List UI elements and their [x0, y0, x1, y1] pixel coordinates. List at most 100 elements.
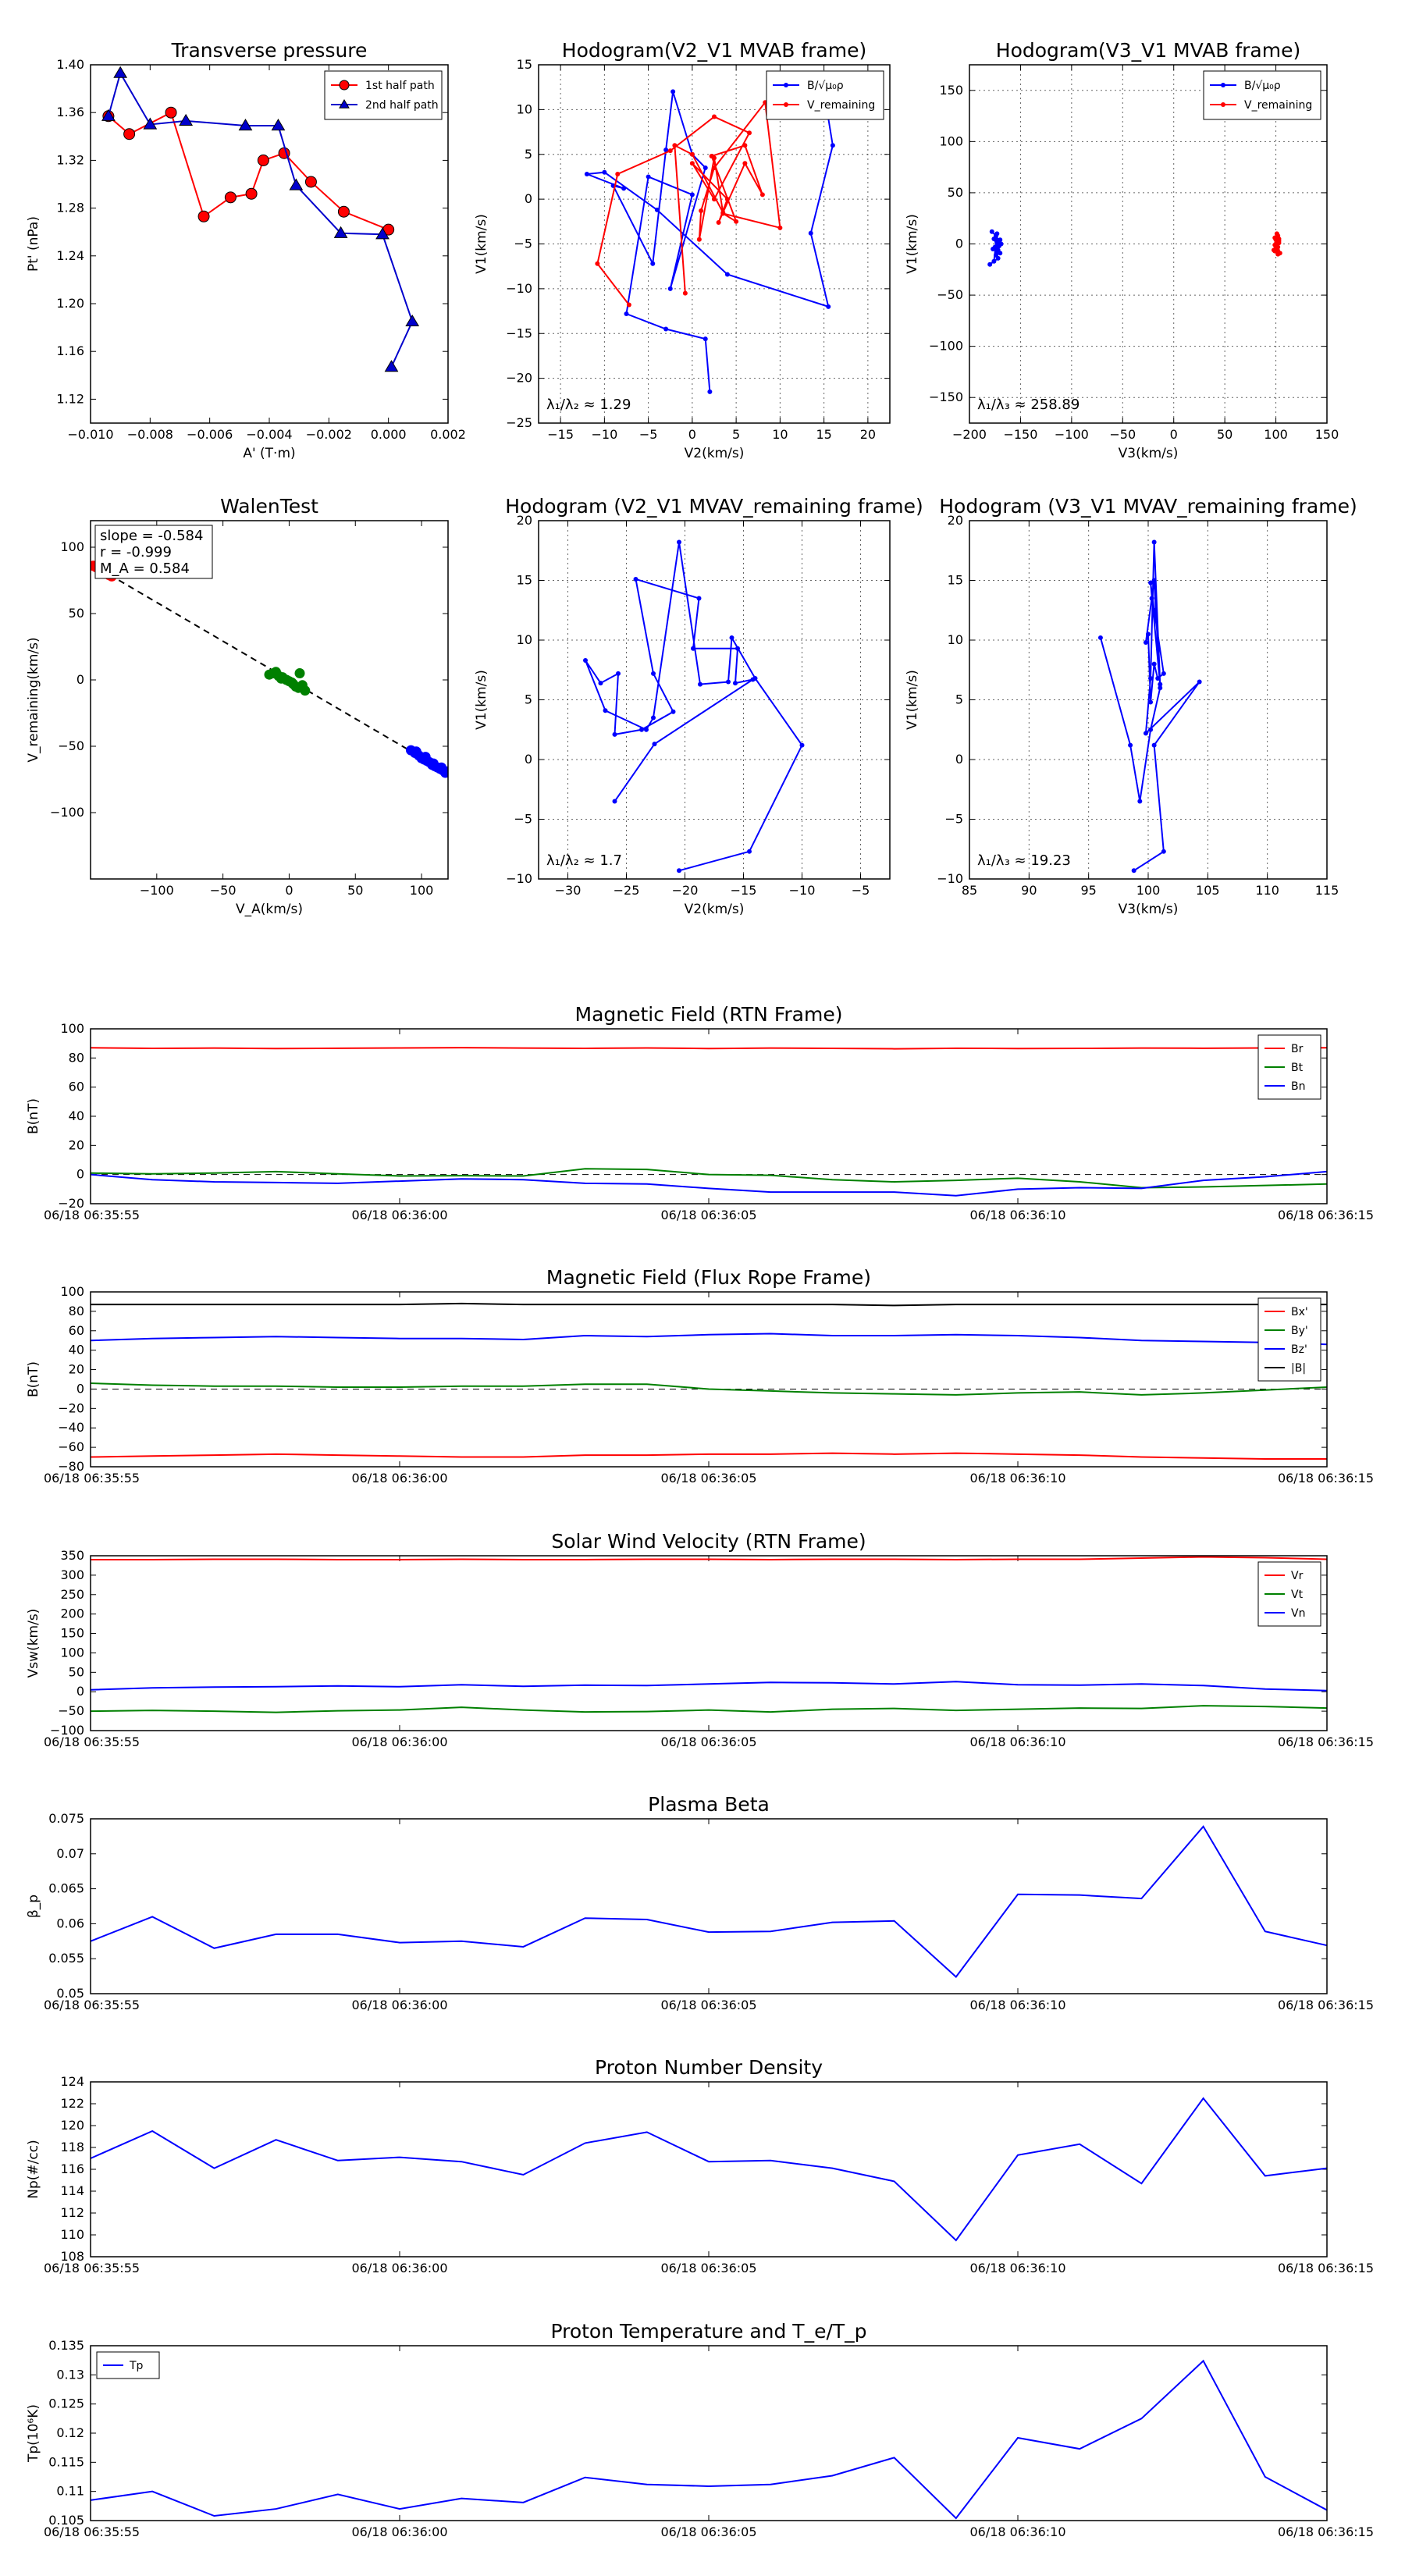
x-axis-label: V_A(km/s)	[236, 902, 303, 917]
data-point	[784, 102, 788, 107]
y-tick-label: −15	[506, 326, 532, 340]
data-point	[300, 685, 311, 696]
data-point	[677, 868, 681, 873]
data-point	[1097, 635, 1103, 640]
axes-frame	[538, 520, 891, 880]
x-tick-label: 06/18 06:36:10	[969, 1998, 1065, 2012]
x-axis-label: V3(km/s)	[1119, 902, 1179, 917]
axes-frame	[90, 2081, 1328, 2258]
chart-title: Magnetic Field (Flux Rope Frame)	[546, 1266, 871, 1289]
chart-transverse_pressure: −0.010 −0.008 −0.006 −0.004 −0.002 0.000 0.002…	[26, 39, 466, 461]
data-point	[238, 119, 253, 131]
chart-title: Magnetic Field (RTN Frame)	[575, 1003, 843, 1026]
data-point	[224, 191, 237, 204]
x-tick-label: 06/18 06:36:15	[1278, 1471, 1374, 1485]
data-point	[747, 130, 752, 136]
y-tick-label: 1.12	[56, 391, 84, 406]
series-line	[90, 1382, 1328, 1396]
y-axis-label: V1(km/s)	[474, 214, 489, 274]
data-point	[1149, 596, 1154, 601]
x-axis-label: V2(km/s)	[685, 446, 745, 461]
plot-area	[91, 1029, 1327, 1204]
x-tick-label: 5	[732, 427, 740, 442]
legend-label: V_remaining	[1244, 99, 1312, 112]
data-point	[996, 244, 1001, 249]
data-point	[411, 746, 422, 757]
y-tick-label: 124	[60, 2074, 84, 2089]
y-tick-label: 5	[525, 147, 532, 162]
data-point	[294, 668, 305, 678]
y-tick-label: 0	[76, 1684, 84, 1699]
annotation-text: λ₁/λ₂ ≈ 1.29	[546, 397, 631, 413]
x-tick-label: 06/18 06:36:10	[969, 1735, 1065, 1749]
y-tick-label: 15	[517, 57, 532, 72]
chart-walen_test: −100 −50 0 50 100 −100 −50 0 50 100 WalenTest V_A(k…	[26, 495, 449, 917]
y-tick-label: 80	[69, 1050, 84, 1065]
data-point	[1158, 685, 1163, 691]
data-point	[583, 658, 588, 664]
y-tick-label: 0.055	[48, 1951, 84, 1966]
x-tick-label: 90	[1021, 883, 1037, 898]
data-point	[654, 207, 660, 212]
x-tick-label: 06/18 06:36:00	[351, 1735, 447, 1749]
y-tick-label: 250	[60, 1587, 84, 1602]
series-line	[90, 1168, 1328, 1189]
y-tick-label: −20	[506, 371, 532, 386]
legend-label: Bx'	[1291, 1306, 1308, 1318]
x-tick-label: −10	[591, 427, 617, 442]
y-tick-label: −5	[944, 812, 963, 827]
chart-title: Plasma Beta	[648, 1793, 770, 1816]
y-tick-label: 0.065	[48, 1881, 84, 1896]
x-tick-label: 06/18 06:36:15	[1278, 2524, 1374, 2539]
series-line	[586, 91, 834, 392]
data-point	[1275, 251, 1281, 257]
axes-frame	[969, 520, 1328, 880]
y-tick-label: 118	[60, 2140, 84, 2154]
x-tick-label: −0.004	[246, 427, 292, 442]
data-point	[672, 143, 678, 148]
data-point	[667, 286, 673, 291]
data-point	[689, 192, 695, 197]
y-tick-label: 40	[69, 1108, 84, 1123]
x-tick-label: 06/18 06:35:55	[44, 1471, 140, 1485]
y-tick-label: 1.24	[56, 248, 84, 263]
data-point	[702, 336, 708, 342]
legend-box	[766, 70, 884, 120]
data-point	[286, 677, 297, 688]
data-point	[304, 176, 317, 188]
x-tick-label: −0.008	[127, 427, 173, 442]
data-point	[689, 161, 695, 166]
x-tick-label: 105	[1196, 883, 1220, 898]
series-line	[596, 100, 781, 306]
chart-magnetic_field_rtn: −20 0 20 40 60 80 100 06/18 06:35:55 06/18 06:36…	[26, 1003, 1374, 1222]
plot-area	[539, 521, 890, 879]
y-tick-label: −40	[58, 1420, 84, 1435]
y-tick-label: 100	[60, 1284, 84, 1299]
x-tick-label: 10	[772, 427, 788, 442]
chart-title: Solar Wind Velocity (RTN Frame)	[551, 1530, 866, 1553]
data-point	[991, 258, 997, 264]
annotation-line: r = -0.999	[100, 544, 172, 560]
x-tick-label: 85	[962, 883, 977, 898]
x-tick-label: 06/18 06:36:15	[1278, 1998, 1374, 2012]
data-point	[691, 646, 695, 651]
y-tick-label: 1.16	[56, 343, 84, 358]
data-point	[624, 311, 629, 317]
legend-label: Vt	[1291, 1589, 1304, 1601]
x-tick-label: 0	[285, 883, 293, 898]
data-point	[271, 119, 286, 131]
data-point	[584, 171, 589, 176]
y-axis-label: Pt' (nPa)	[26, 216, 41, 272]
y-tick-label: −150	[929, 390, 963, 404]
data-point	[1274, 234, 1279, 240]
y-tick-label: 350	[60, 1548, 84, 1563]
y-axis-label: V1(km/s)	[474, 670, 489, 730]
y-tick-label: 0.075	[48, 1811, 84, 1826]
axes-frame	[90, 1818, 1328, 1994]
x-tick-label: 06/18 06:36:00	[351, 2261, 447, 2275]
x-tick-label: 06/18 06:36:00	[351, 1208, 447, 1222]
x-tick-label: 06/18 06:36:05	[660, 1208, 756, 1222]
data-point	[734, 219, 739, 224]
x-tick-label: −5	[852, 883, 870, 898]
